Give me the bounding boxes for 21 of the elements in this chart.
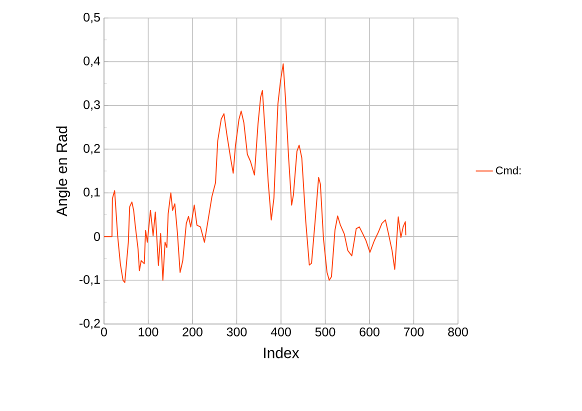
x-tick-label: 100	[138, 328, 158, 336]
x-tick-label: 800	[448, 328, 468, 336]
y-tick-label: 0,5	[84, 12, 100, 24]
x-axis-title: Index	[264, 347, 300, 358]
y-tick-label: 0,2	[84, 144, 100, 154]
y-tick-label: -0,2	[80, 318, 100, 330]
y-tick-label: 0	[94, 232, 100, 241]
legend-label: Cmd:	[496, 166, 521, 174]
y-tick-label: -0,1	[80, 275, 100, 286]
line-series	[104, 63, 406, 283]
x-tick-label: 400	[270, 328, 291, 336]
y-axis-title: Angle en Rad	[56, 126, 70, 216]
y-tick-label: 0,3	[84, 100, 100, 111]
y-tick-label: 0,4	[84, 56, 100, 67]
x-tick-label: 600	[360, 328, 380, 336]
x-tick-label: 700	[404, 328, 424, 336]
x-tick-label: 300	[226, 328, 247, 336]
x-tick-label: 0	[101, 328, 107, 336]
y-tick-label: 0,1	[84, 188, 100, 198]
x-tick-label: 200	[182, 328, 202, 336]
x-tick-label: 500	[315, 328, 336, 336]
